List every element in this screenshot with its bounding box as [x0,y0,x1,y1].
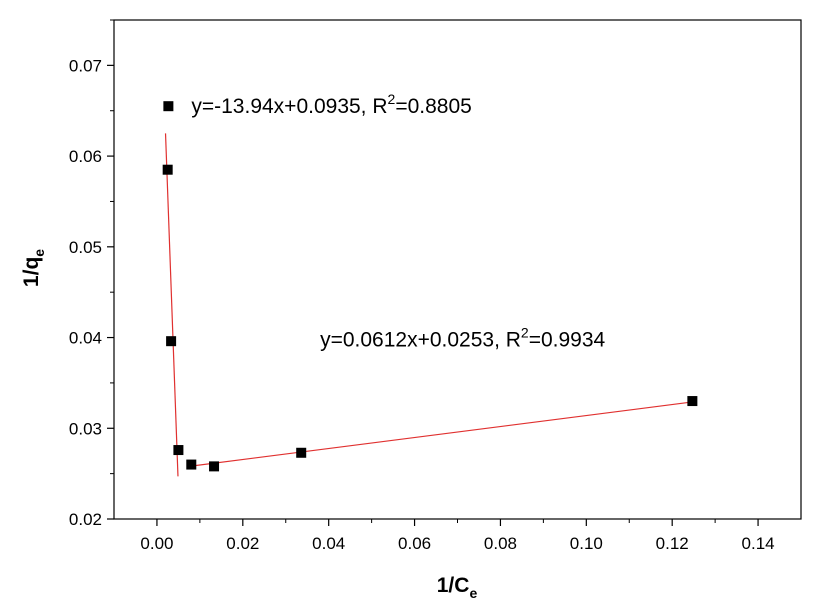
y-axis-title: 1/qe [20,249,47,287]
data-point [209,461,220,472]
x-tick-label: 0.04 [312,534,345,553]
y-tick-label: 0.06 [69,147,102,166]
x-axis-ticks: 0.00 0.02 0.04 0.06 0.08 0.10 0.12 0.14 [140,519,775,553]
x-tick-label: 0.00 [140,534,173,553]
y-tick-label: 0.03 [69,419,102,438]
fit-equation-label: y=-13.94x+0.0935, R2=0.8805 [191,91,471,118]
x-tick-label: 0.08 [484,534,517,553]
data-point [173,445,184,456]
annotations: y=-13.94x+0.0935, R2=0.8805 y=0.0612x+0.0… [163,91,606,351]
x-tick-label: 0.14 [742,534,775,553]
data-point [162,164,173,175]
data-point [166,336,177,347]
data-point [296,447,307,458]
y-axis-ticks: 0.02 0.03 0.04 0.05 0.06 0.07 [69,19,114,529]
y-tick-label: 0.07 [69,56,102,75]
x-tick-label: 0.12 [656,534,689,553]
data-point [687,396,698,407]
y-tick-label: 0.04 [69,329,102,348]
fit-line [164,133,179,477]
x-tick-label: 0.10 [570,534,603,553]
x-tick-label: 0.06 [398,534,431,553]
x-tick-label: 0.02 [226,534,259,553]
fit-equation-label: y=0.0612x+0.0253, R2=0.9934 [320,324,605,351]
data-points [162,164,698,472]
fit-lines [164,133,693,477]
annotation-marker [163,101,174,112]
y-tick-label: 0.05 [69,238,102,257]
fit-line [189,401,693,467]
y-tick-label: 0.02 [69,510,102,529]
x-axis-title: 1/Ce [437,574,478,601]
data-point [186,459,197,470]
